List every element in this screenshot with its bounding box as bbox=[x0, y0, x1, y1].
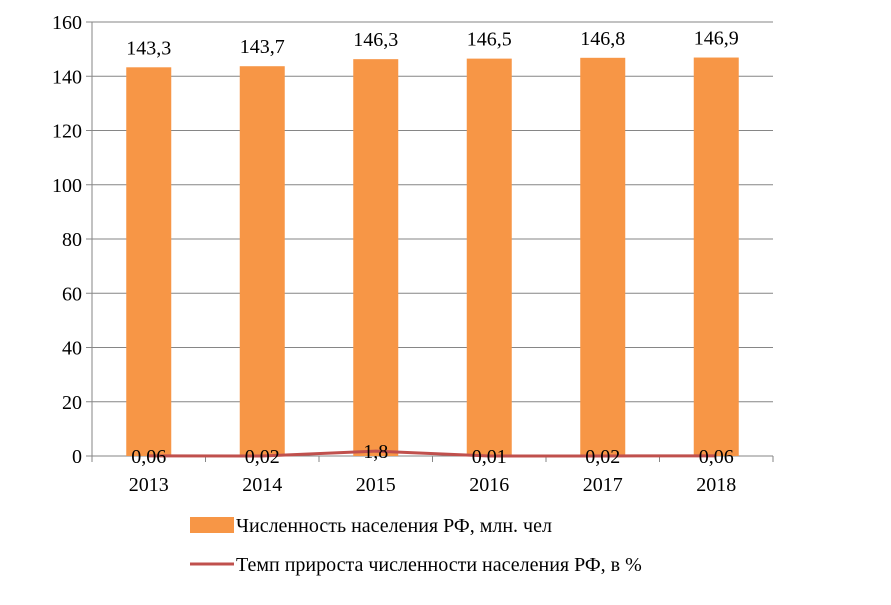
y-tick-label: 140 bbox=[52, 66, 82, 88]
bar bbox=[694, 58, 739, 456]
x-tick-label: 2015 bbox=[356, 474, 396, 496]
legend-label-line: Темп прироста численности населения РФ, … bbox=[236, 554, 642, 576]
bar bbox=[126, 67, 171, 456]
bar-data-label: 143,3 bbox=[126, 37, 171, 59]
line-data-label: 0,06 bbox=[131, 446, 166, 468]
y-tick-label: 80 bbox=[62, 229, 82, 251]
line-data-label: 0,01 bbox=[472, 446, 507, 468]
bar-data-label: 146,5 bbox=[467, 29, 512, 51]
x-tick-label: 2014 bbox=[242, 474, 282, 496]
legend-label-bar: Численность населения РФ, млн. чел bbox=[236, 515, 552, 537]
y-tick-label: 60 bbox=[62, 283, 82, 305]
x-tick-label: 2016 bbox=[469, 474, 509, 496]
bar-data-label: 146,3 bbox=[353, 29, 398, 51]
legend-swatch-bar bbox=[190, 517, 234, 533]
x-tick-label: 2018 bbox=[696, 474, 736, 496]
line-data-label: 1,8 bbox=[363, 441, 388, 463]
line-data-label: 0,02 bbox=[245, 446, 280, 468]
y-tick-label: 100 bbox=[52, 175, 82, 197]
x-tick-label: 2017 bbox=[583, 474, 623, 496]
line-data-label: 0,06 bbox=[699, 446, 734, 468]
bar bbox=[353, 59, 398, 456]
y-tick-label: 40 bbox=[62, 338, 82, 360]
y-tick-label: 160 bbox=[52, 12, 82, 34]
y-tick-label: 0 bbox=[72, 446, 82, 468]
bar-series bbox=[126, 58, 739, 456]
legend: Численность населения РФ, млн. чел Темп п… bbox=[190, 515, 642, 576]
grid-lines bbox=[92, 22, 773, 402]
bar-data-label: 143,7 bbox=[240, 36, 285, 58]
y-tick-label: 120 bbox=[52, 121, 82, 143]
line-data-label: 0,02 bbox=[585, 446, 620, 468]
x-tick-label: 2013 bbox=[129, 474, 169, 496]
line-series-path bbox=[149, 451, 717, 456]
line-series bbox=[149, 451, 717, 456]
bar bbox=[580, 58, 625, 456]
bar bbox=[467, 59, 512, 456]
bar-data-label: 146,9 bbox=[694, 28, 739, 50]
bar-data-label: 146,8 bbox=[580, 28, 625, 50]
y-tick-label: 20 bbox=[62, 392, 82, 414]
bar bbox=[240, 66, 285, 456]
